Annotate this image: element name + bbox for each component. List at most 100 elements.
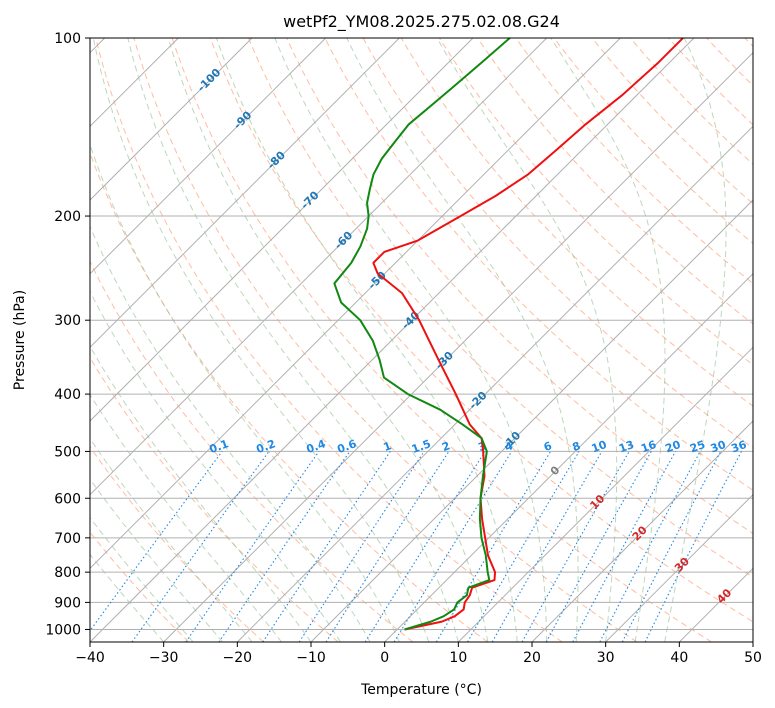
moist-adiabat — [90, 516, 194, 642]
dry-adiabat — [133, 38, 638, 642]
mixing-ratio-label: 16 — [639, 438, 658, 456]
mixing-ratio-line — [435, 451, 552, 642]
moist-adiabat — [436, 38, 618, 642]
axes-layer: −40 −30 −20 −10 0 10 20 30 40 5010020030040050060… — [45, 31, 762, 666]
isotherm-gridline — [90, 38, 253, 201]
mixing-ratio-label: 25 — [688, 438, 707, 455]
moist-adiabat — [90, 478, 223, 642]
plot-frame — [89, 37, 754, 643]
mixing-ratio-label: 1 — [382, 439, 394, 454]
mixing-ratio-line — [393, 451, 513, 642]
x-tick-label: 10 — [449, 650, 467, 666]
moist-adiabat — [90, 142, 400, 642]
moist-adiabat — [664, 38, 727, 642]
mixing-ratio-line — [218, 451, 351, 642]
isotherm-gridline — [90, 38, 695, 642]
moist-adiabat — [90, 393, 282, 642]
dewpoint-profile — [333, 38, 511, 631]
y-tick-label: 100 — [54, 31, 81, 47]
x-tick-label: 30 — [597, 650, 615, 666]
y-tick-label: 400 — [54, 387, 81, 403]
mixing-ratio-line — [491, 451, 603, 642]
moist-adiabat — [90, 553, 165, 642]
mixing-ratio-line — [90, 451, 223, 632]
isotherm-gridline — [531, 420, 753, 642]
mixing-ratio-label: 30 — [709, 438, 728, 456]
dry-adiabat — [90, 445, 264, 642]
mixing-ratio-label: 0.1 — [208, 437, 231, 456]
dry-adiabat — [209, 38, 753, 623]
moist-adiabat — [274, 38, 548, 642]
dry-adiabat — [591, 38, 753, 205]
mixing-ratio-line — [545, 451, 652, 642]
isotherm-gridline — [236, 125, 753, 642]
y-tick-label: 500 — [54, 444, 81, 460]
moist-adiabat — [90, 437, 253, 642]
y-tick-label: 200 — [54, 209, 81, 225]
dry-adiabat — [629, 38, 753, 165]
mixing-ratio-label: 0.4 — [305, 437, 328, 456]
mixing-ratio-line — [325, 451, 450, 642]
mixing-ratio-label: 0.2 — [255, 437, 278, 456]
isotherm-gridline — [90, 38, 327, 275]
moist-adiabat — [215, 38, 518, 642]
y-tick-label: 300 — [54, 313, 81, 329]
y-tick-label: 600 — [54, 491, 81, 507]
x-tick-label: −20 — [223, 650, 253, 666]
mixing-ratio-label: 8 — [571, 439, 583, 454]
isotherm-gridline — [163, 51, 753, 642]
chart-title: wetPf2_YM08.2025.275.02.08.G24 — [283, 12, 560, 32]
moist-adiabat — [92, 38, 430, 642]
isotherm-gridline — [90, 38, 621, 570]
mixing-ratio-label: 13 — [617, 438, 636, 455]
dry-adiabat — [515, 38, 753, 285]
dry-adiabat — [95, 38, 563, 642]
temperature-profile — [372, 38, 684, 631]
mixing-ratio-label: 0.6 — [335, 437, 358, 456]
x-tick-label: −10 — [296, 650, 326, 666]
moist-adiabat — [550, 38, 666, 642]
mixing-ratio-label: 1.5 — [410, 437, 433, 456]
y-tick-label: 900 — [54, 595, 81, 611]
x-tick-label: 20 — [523, 650, 541, 666]
x-tick-label: 40 — [670, 650, 688, 666]
moist-adiabat — [90, 225, 371, 642]
dry-adiabat — [477, 38, 753, 325]
isotherm-gridline — [605, 493, 753, 642]
isotherm-gridline — [90, 38, 548, 496]
mixing-ratio-label: 2 — [440, 439, 452, 454]
y-tick-label: 800 — [54, 565, 81, 581]
x-tick-label: 0 — [380, 650, 389, 666]
y-tick-label: 1000 — [45, 622, 81, 638]
x-tick-label: −30 — [149, 650, 179, 666]
moist-adiabat — [346, 38, 579, 642]
mixing-ratio-label: 10 — [590, 438, 609, 456]
isotherm-gridline — [310, 199, 753, 642]
isotherm-gridline — [90, 38, 474, 422]
isotherm-gridline — [90, 38, 400, 349]
x-tick-label: −40 — [75, 650, 105, 666]
mixing-ratio-line — [364, 451, 486, 642]
x-axis-label: Temperature (°C) — [360, 682, 482, 698]
isotherm-gridline — [457, 346, 753, 642]
dry-adiabat — [362, 38, 753, 449]
mixing-ratio-line — [131, 451, 270, 642]
mixing-ratio-label: 20 — [663, 438, 682, 456]
mixing-ratio-line — [572, 451, 677, 642]
moist-adiabat — [90, 290, 341, 642]
moist-adiabat — [127, 38, 459, 642]
y-tick-label: 700 — [54, 531, 81, 547]
dry-adiabat — [286, 38, 753, 534]
mixing-ratio-label: 36 — [730, 438, 749, 456]
mixing-ratio-line — [467, 451, 580, 642]
dry-adiabat — [171, 38, 712, 642]
dry-adiabat — [90, 260, 414, 642]
moist-adiabat — [167, 38, 489, 642]
mixing-ratio-label: 4 — [503, 439, 515, 454]
dry-adiabat — [400, 38, 753, 407]
y-axis-label: Pressure (hPa) — [12, 290, 28, 390]
mixing-ratio-line — [521, 451, 630, 642]
mixing-ratio-label: 6 — [542, 439, 554, 454]
